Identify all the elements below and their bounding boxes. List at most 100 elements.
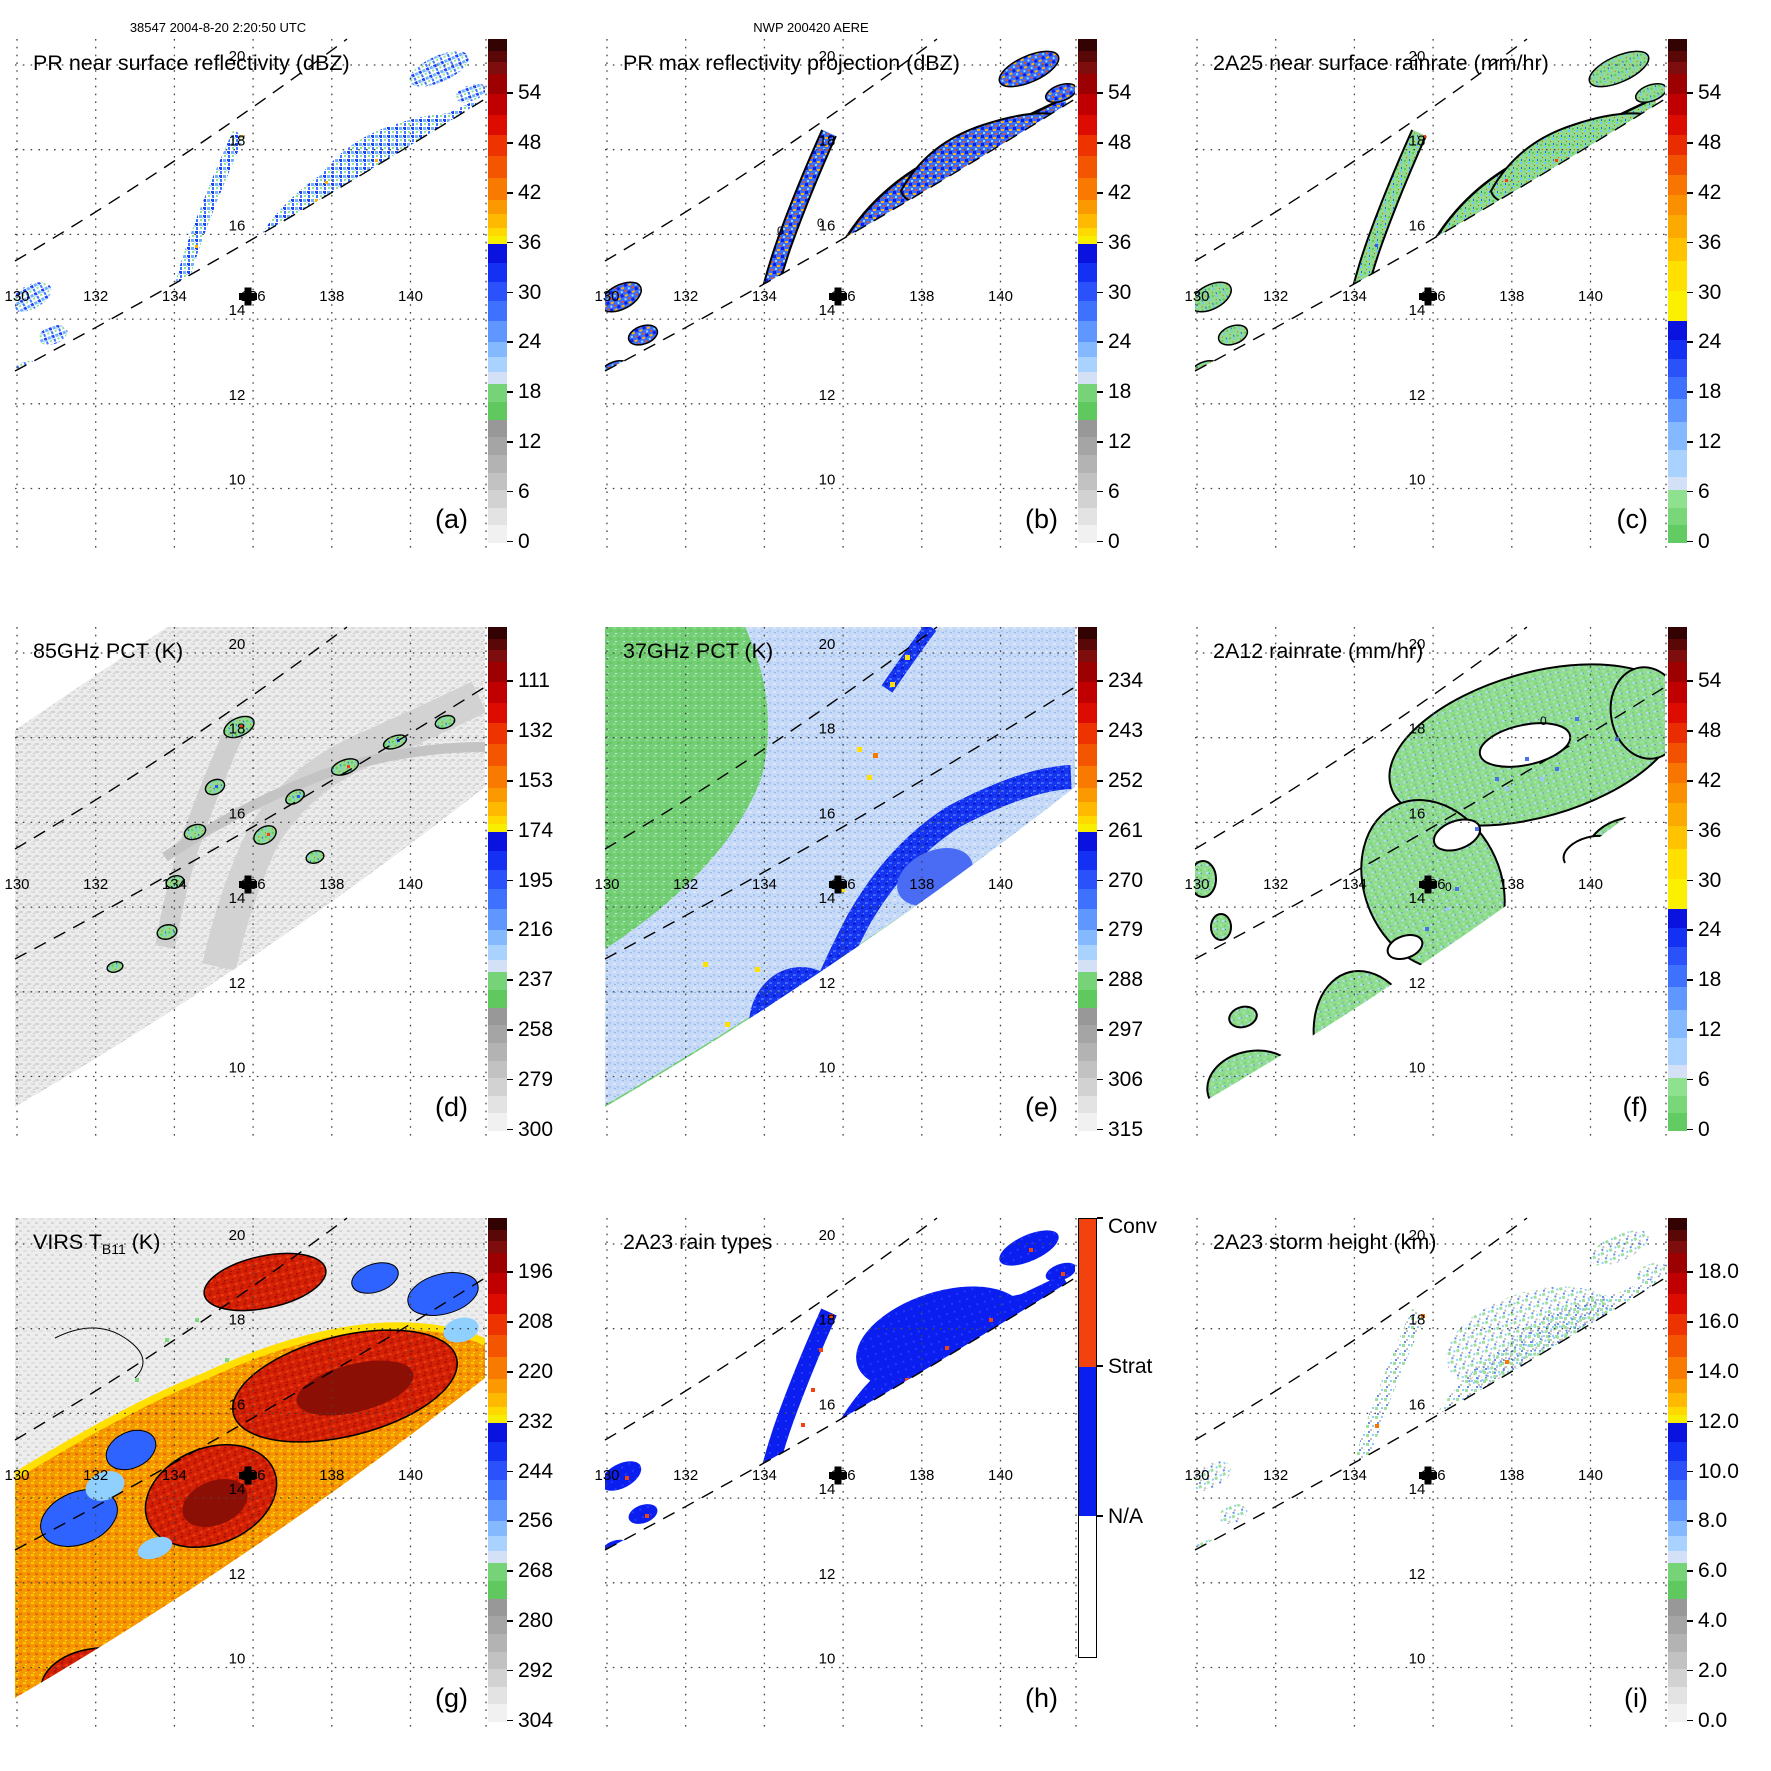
- swath-edge-dashed-line: [1194, 686, 1666, 960]
- colorbar-tick: [1687, 92, 1693, 95]
- colorbar-tick: [507, 391, 513, 393]
- colorbar-tick-label: 48: [1698, 719, 1722, 743]
- lon-label: 130: [4, 876, 29, 893]
- colorbar-tick-label: 24: [1698, 330, 1722, 354]
- swath-edge-dashed-line: [604, 1277, 1076, 1551]
- colorbar-segment: [488, 972, 507, 991]
- colorbar-tick-label: 4.0: [1698, 1608, 1728, 1632]
- panel-c-colorbar: 54 48 42 36 30 24 18 12 6 0: [1668, 39, 1764, 552]
- colorbar-tick: [1097, 1128, 1103, 1131]
- colorbar-segment: [488, 959, 507, 973]
- lat-label: 20: [1409, 48, 1426, 65]
- colorbar-segment: [488, 851, 507, 871]
- colorbar-tick-label: 18: [1698, 968, 1722, 992]
- colorbar-tick-label: 208: [518, 1310, 554, 1334]
- colorbar-segment: [1668, 627, 1687, 639]
- colorbar-segment: [1078, 944, 1097, 960]
- panel-letter: (h): [1025, 1683, 1058, 1713]
- colorbar-strip: [1078, 1218, 1097, 1658]
- colorbar-segment: [1668, 114, 1687, 135]
- colorbar-segment: [1078, 50, 1097, 63]
- colorbar-tick: [507, 540, 513, 543]
- colorbar-tick-label: 6: [1108, 479, 1120, 503]
- lat-lon-grid: [605, 627, 1077, 1139]
- lon-label: 134: [1342, 1467, 1367, 1484]
- panel-d-colorbar: 111 132 153 174 195 216 237 258 279 300: [488, 627, 584, 1140]
- colorbar-tick-label: 216: [518, 918, 554, 942]
- colorbar-tick: [507, 1078, 513, 1081]
- colorbar-tick: [507, 490, 513, 493]
- colorbar-tick-label: 12: [1108, 429, 1132, 453]
- colorbar-tick: [1687, 680, 1693, 683]
- storm-center-marker: [239, 1466, 257, 1485]
- colorbar-segment: [1078, 94, 1097, 115]
- lon-label: 132: [1263, 1467, 1288, 1484]
- colorbar-tick-label: 6: [1698, 479, 1710, 503]
- colorbar-segment: [1668, 1253, 1687, 1274]
- colorbar-tick: [1097, 1078, 1103, 1081]
- colorbar-segment: [1668, 1335, 1687, 1357]
- lat-label: 14: [819, 1481, 836, 1498]
- colorbar-tick-label: 18: [1108, 380, 1132, 404]
- colorbar-segment: [1668, 195, 1687, 216]
- colorbar-segment: [1078, 972, 1097, 991]
- lon-label: 134: [752, 1467, 777, 1484]
- colorbar-segment: [488, 682, 507, 703]
- swath-edge-dashed-line: [14, 98, 486, 372]
- colorbar-tick: [507, 1520, 513, 1522]
- colorbar-tick-label: 10.0: [1698, 1459, 1739, 1483]
- colorbar-segment: [1078, 929, 1097, 945]
- colorbar-tick: [507, 92, 513, 95]
- storm-center-marker: [1419, 1466, 1437, 1485]
- colorbar-segment: [488, 1335, 507, 1357]
- colorbar-segment: [1078, 650, 1097, 663]
- lon-label: 132: [1263, 288, 1288, 305]
- panel-b-map: 00130132134136138140201816141210PR max r…: [594, 38, 1077, 551]
- lat-label: 16: [1409, 805, 1426, 822]
- colorbar-tick-label: 42: [518, 181, 542, 205]
- lat-label: 18: [229, 1312, 246, 1329]
- lon-label: 140: [1578, 288, 1603, 305]
- swath-edge-dashed-line: [14, 686, 486, 960]
- colorbar-tick: [507, 1719, 513, 1722]
- lat-label: 18: [229, 721, 246, 738]
- colorbar-segment: [1078, 909, 1097, 930]
- colorbar-segment: [1668, 238, 1687, 261]
- colorbar-segment: [488, 419, 507, 438]
- colorbar-tick: [1687, 1078, 1693, 1081]
- colorbar-tick: [1687, 879, 1693, 882]
- lat-label: 16: [1409, 1396, 1426, 1413]
- colorbar-tick-label: 18: [518, 380, 542, 404]
- colorbar-tick-label: 237: [518, 968, 554, 992]
- colorbar-segment: [488, 1078, 507, 1096]
- colorbar-segment: [488, 384, 507, 403]
- lat-label: 10: [819, 1651, 836, 1668]
- lat-label: 14: [819, 890, 836, 907]
- swath-edge-dashed-line: [1194, 1217, 1528, 1441]
- colorbar-segment: [1078, 235, 1097, 244]
- lon-label: 130: [4, 1467, 29, 1484]
- colorbar-segment: [488, 1563, 507, 1582]
- panel-b-colorbar: 54 48 42 36 30 24 18 12 6 0: [1078, 39, 1174, 552]
- colorbar-segment: [1668, 321, 1687, 340]
- lon-label: 140: [398, 288, 423, 305]
- colorbar-segment: [488, 788, 507, 803]
- panel-e-colorbar: 234 243 252 261 270 279 288 297 306 315: [1078, 627, 1174, 1140]
- colorbar-tick: [1097, 1028, 1103, 1031]
- colorbar-segment: [488, 1550, 507, 1564]
- colorbar-tick: [507, 1420, 513, 1423]
- colorbar-segment: [488, 490, 507, 508]
- colorbar-segment: [1078, 472, 1097, 491]
- colorbar-segment: [488, 929, 507, 945]
- colorbar-tick-label: 24: [518, 330, 542, 354]
- colorbar-segment: [1668, 490, 1687, 508]
- colorbar-segment: [1668, 1442, 1687, 1462]
- lon-label: 134: [752, 288, 777, 305]
- colorbar-segment: [1078, 177, 1097, 201]
- colorbar-tick: [1687, 1271, 1693, 1274]
- swath-edge-dashed-line: [14, 626, 348, 850]
- colorbar-tick-label: 30: [1698, 280, 1722, 304]
- colorbar-tick: [1687, 1128, 1693, 1131]
- lon-label: 132: [83, 876, 108, 893]
- colorbar-segment: [488, 371, 507, 385]
